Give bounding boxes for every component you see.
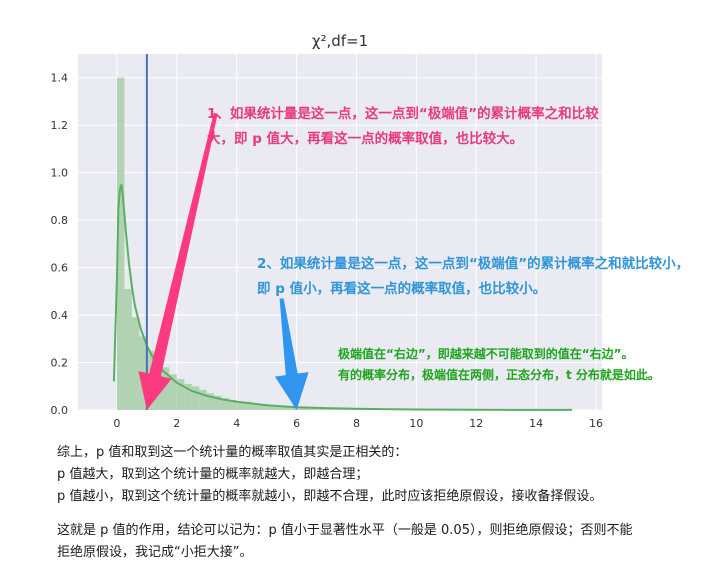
histogram-bar bbox=[221, 398, 230, 410]
x-tick-label: 8 bbox=[353, 417, 360, 430]
annotation-small-p: 2、如果统计量是这一点，这一点到“极端值”的累计概率之和就比较小， 即 p 值小… bbox=[257, 252, 719, 302]
summary-line: p 值越大，取到这个统计量的概率就越大，即越合理； bbox=[57, 467, 369, 482]
annotation-line: 1、如果统计量是这一点，这一点到“极端值”的累计概率之和比较 bbox=[207, 106, 599, 122]
histogram-bar bbox=[281, 406, 297, 410]
histogram-bar bbox=[191, 386, 200, 410]
x-tick-labels: 0 2 4 6 8 10 12 14 16 bbox=[113, 417, 603, 430]
x-tick-label: 0 bbox=[113, 417, 120, 430]
x-tick-label: 14 bbox=[529, 417, 543, 430]
annotation-large-p: 1、如果统计量是这一点，这一点到“极端值”的累计概率之和比较 大，即 p 值大，… bbox=[207, 102, 677, 152]
histogram-bar bbox=[229, 400, 237, 410]
summary-line: 这就是 p 值的作用，结论可以记为：p 值小于显著性水平（一般是 0.05），则… bbox=[57, 523, 633, 538]
histogram-bar bbox=[116, 77, 125, 410]
x-tick-label: 4 bbox=[233, 417, 240, 430]
chi-square-chart: 0 2 4 6 8 10 12 14 16 0.0 0.2 0.4 0.6 0.8 1.0 1.2 1.4 χ… bbox=[51, 32, 604, 430]
histogram-bar bbox=[251, 403, 267, 410]
y-tick-label: 0.0 bbox=[51, 404, 69, 417]
histogram-bar bbox=[131, 317, 140, 410]
arrows bbox=[138, 112, 309, 411]
histogram-bar bbox=[206, 393, 215, 410]
y-tick-label: 0.2 bbox=[51, 357, 69, 370]
x-tick-label: 2 bbox=[173, 417, 180, 430]
y-tick-label: 1.4 bbox=[51, 72, 69, 85]
x-tick-label: 10 bbox=[409, 417, 423, 430]
annotation-extreme-values: 极端值在“右边”，即越来越不可能取到的值在“右边”。 有的概率分布，极端值在两侧… bbox=[338, 344, 718, 386]
histogram-bar bbox=[184, 383, 192, 410]
histogram-bar bbox=[236, 401, 252, 410]
arrow-icon bbox=[274, 298, 309, 410]
y-tick-label: 1.0 bbox=[51, 167, 69, 180]
histogram-bar bbox=[161, 367, 170, 410]
annotation-line: 大，即 p 值大，再看这一点的概率取值，也比较大。 bbox=[207, 131, 524, 147]
summary-line: p 值越小，取到这个统计量的概率就越小，即越不合理，此时应该拒绝原假设，接收备择… bbox=[57, 489, 603, 504]
y-tick-label: 0.6 bbox=[51, 262, 69, 275]
summary-text: 综上，p 值和取到这一个统计量的概率取值其实是正相关的： p 值越大，取到这个统… bbox=[57, 442, 707, 564]
chart-title: χ²,df=1 bbox=[312, 32, 368, 50]
x-tick-label: 16 bbox=[589, 417, 603, 430]
annotation-line: 极端值在“右边”，即越来越不可能取到的值在“右边”。 bbox=[338, 347, 634, 361]
summary-line: 拒绝原假设，我记成“小拒大接”。 bbox=[57, 545, 253, 560]
histogram-bar bbox=[124, 288, 132, 410]
histogram-bar bbox=[176, 379, 185, 410]
summary-line: 综上，p 值和取到这一个统计量的概率取值其实是正相关的： bbox=[57, 445, 408, 460]
histogram-bar bbox=[199, 389, 207, 410]
histogram-bar bbox=[296, 407, 327, 410]
x-tick-label: 12 bbox=[469, 417, 483, 430]
annotation-line: 有的概率分布，极端值在两侧，正态分布，t 分布就是如此。 bbox=[338, 368, 660, 382]
histogram-bar bbox=[266, 405, 282, 410]
histogram-bar bbox=[169, 374, 177, 410]
annotation-line: 2、如果统计量是这一点，这一点到“极端值”的累计概率之和就比较小， bbox=[257, 256, 690, 272]
y-tick-label: 0.8 bbox=[51, 214, 69, 227]
annotation-line: 即 p 值小，再看这一点的概率取值，也比较小。 bbox=[257, 281, 547, 297]
y-tick-label: 1.2 bbox=[51, 119, 69, 132]
y-tick-labels: 0.0 0.2 0.4 0.6 0.8 1.0 1.2 1.4 bbox=[51, 72, 69, 417]
arrow-icon bbox=[138, 112, 218, 411]
histogram-bar bbox=[214, 395, 222, 410]
y-tick-label: 0.4 bbox=[51, 309, 69, 322]
x-tick-label: 6 bbox=[293, 417, 300, 430]
